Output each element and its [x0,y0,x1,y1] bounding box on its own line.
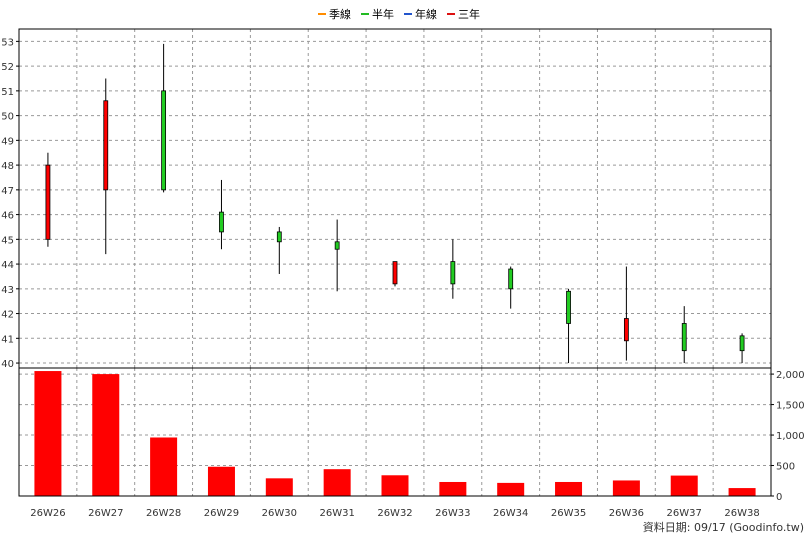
volume-bar [670,475,698,496]
price-panel: 40 41 42 43 44 45 46 47 48 49 50 51 52 53 [1,28,772,370]
x-tick-label: 26W29 [204,508,239,519]
candle-body [219,211,224,233]
volume-bar [612,480,640,496]
volume-bar [728,488,756,496]
candle [739,333,745,364]
price-tick-label: 46 [1,211,14,222]
price-y-axis: 40 41 42 43 44 45 46 47 48 49 50 51 52 53 [1,37,19,370]
volume-bar [207,466,235,496]
x-tick-label: 26W28 [146,508,181,519]
volume-y-axis: 0 500 1,000 1,500 2,000 [771,370,805,503]
candle [161,43,167,193]
candle [566,288,571,364]
candle-body [739,335,745,352]
volume-bar [265,478,293,496]
candlestick-series [45,43,745,364]
volume-bar [497,482,525,496]
candle-body [334,241,340,250]
x-tick-label: 26W34 [493,508,528,519]
legend-label: 三年 [458,7,480,21]
price-tick-label: 49 [1,136,14,147]
x-tick-label: 26W36 [609,508,644,519]
x-tick-label: 26W35 [551,508,586,519]
price-panel-frame [18,28,772,369]
price-tick-label: 48 [1,161,14,172]
volume-bar [439,481,467,496]
x-tick-label: 26W37 [667,508,702,519]
volume-tick-label: 1,500 [776,401,805,412]
legend-label: 半年 [372,7,394,21]
candle-body [45,164,51,240]
x-tick-label: 26W32 [377,508,412,519]
legend-label: 季線 [329,7,351,21]
price-tick-label: 53 [1,37,14,48]
candle [623,266,629,361]
volume-grid [19,368,771,496]
volume-bar-series [34,371,756,496]
candle [681,306,687,364]
price-tick-label: 43 [1,285,14,296]
legend-item: 半年 [361,7,394,21]
price-tick-label: 40 [1,359,14,370]
candle [276,226,282,274]
price-tick-label: 51 [1,87,14,98]
candle-body [276,231,282,243]
price-tick-label: 50 [1,112,14,123]
candle [334,219,340,292]
candle [450,239,456,299]
volume-bar [92,374,120,496]
x-tick-label: 26W30 [262,508,297,519]
x-tick-label: 26W33 [435,508,470,519]
price-tick-label: 44 [1,260,14,271]
price-tick-label: 42 [1,310,14,321]
candle-body [566,290,571,324]
volume-bar [555,481,583,496]
candle-body [623,318,629,342]
volume-tick-label: 1,000 [776,431,805,442]
candle [103,78,109,255]
legend-item: 季線 [318,7,351,21]
volume-bar [150,437,178,496]
volume-bar [381,475,409,496]
volume-bar [323,469,351,496]
price-tick-label: 41 [1,334,14,345]
candle-body [450,261,456,285]
x-tick-label: 26W27 [88,508,123,519]
volume-tick-label: 2,000 [776,370,805,381]
x-axis-labels: 26W26 26W27 26W28 26W29 26W30 26W31 26W32 26W33… [30,508,759,519]
x-tick-label: 26W31 [319,508,354,519]
volume-bar [34,371,62,496]
x-tick-label: 26W26 [30,508,65,519]
chart-legend: 季線 半年 年線 三年 [318,7,480,21]
price-tick-label: 45 [1,235,14,246]
data-date-credit: 資料日期: 09/17 (Goodinfo.tw) [643,520,804,534]
price-tick-label: 52 [1,62,14,73]
candle [392,261,398,287]
candle [508,266,514,309]
price-tick-label: 47 [1,186,14,197]
volume-panel-frame [18,367,772,497]
x-tick-label: 26W38 [724,508,759,519]
candle [219,179,224,250]
candle [45,152,51,247]
volume-panel: 0 500 1,000 1,500 2,000 [18,367,805,503]
candle-body [508,268,514,290]
volume-tick-label: 500 [776,462,795,473]
legend-item: 年線 [404,7,437,21]
legend-label: 年線 [415,7,437,21]
volume-tick-label: 0 [776,492,782,503]
candle-body [392,261,398,285]
candle-body [103,100,109,191]
legend-item: 三年 [447,7,480,21]
price-grid [19,29,771,368]
candle-body [681,323,687,352]
candle-body [161,90,167,191]
